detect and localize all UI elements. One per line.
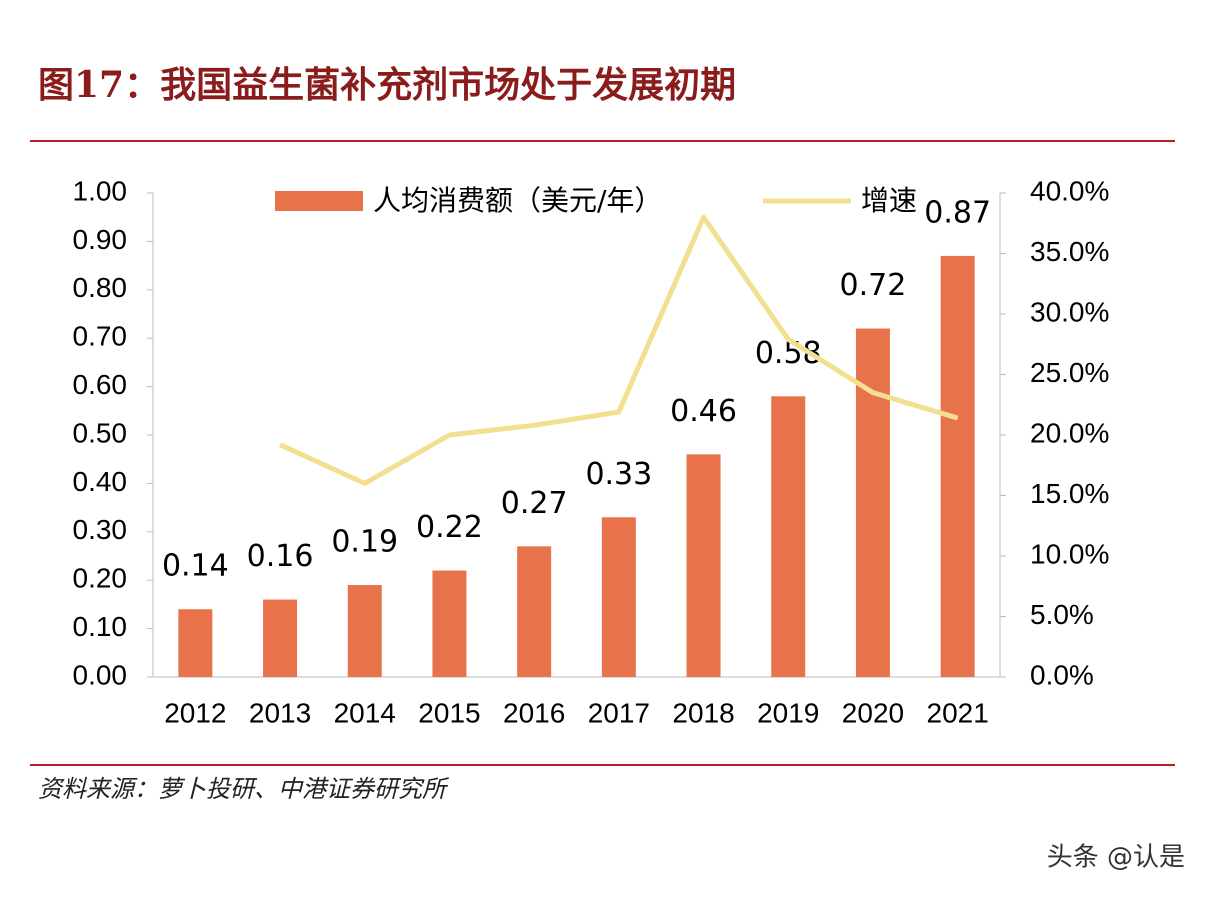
y-tick-label: 1.00 xyxy=(73,175,128,206)
x-tick-label: 2012 xyxy=(164,697,226,728)
value-label: 0.14 xyxy=(162,549,229,584)
bar xyxy=(347,585,382,677)
y-tick-label: 0.30 xyxy=(73,514,128,545)
x-tick-label: 2020 xyxy=(842,697,904,728)
y2-tick-label: 5.0% xyxy=(1030,599,1094,630)
legend-swatch xyxy=(275,191,363,211)
value-label: 0.46 xyxy=(670,394,737,429)
bar xyxy=(686,454,721,677)
x-tick-label: 2015 xyxy=(418,697,480,728)
x-tick-label: 2016 xyxy=(503,697,565,728)
watermark: 头条 @认是 xyxy=(1047,843,1185,873)
y-tick-label: 0.60 xyxy=(73,369,128,400)
value-label: 0.22 xyxy=(416,510,483,545)
source: 资料来源：萝卜投研、中港证券研究所 xyxy=(38,775,450,803)
y2-tick-label: 20.0% xyxy=(1030,417,1109,448)
y-tick-label: 0.90 xyxy=(73,224,128,255)
bar xyxy=(432,570,467,677)
value-label: 0.87 xyxy=(924,195,991,230)
x-tick-label: 2013 xyxy=(249,697,311,728)
title: 图17：我国益生菌补充剂市场处于发展初期 xyxy=(38,64,736,106)
legend-label: 人均消费额（美元/年） xyxy=(373,184,662,217)
value-label: 0.72 xyxy=(840,268,907,303)
value-label: 0.27 xyxy=(501,486,568,521)
y2-tick-label: 0.0% xyxy=(1030,659,1094,690)
y-tick-label: 0.20 xyxy=(73,563,128,594)
bar xyxy=(940,255,975,678)
y-tick-label: 0.40 xyxy=(73,466,128,497)
y-tick-label: 0.80 xyxy=(73,272,128,303)
x-tick-label: 2017 xyxy=(588,697,650,728)
value-label: 0.16 xyxy=(247,539,314,574)
y2-tick-label: 35.0% xyxy=(1030,236,1109,267)
y2-tick-label: 40.0% xyxy=(1030,175,1109,206)
x-tick-label: 2021 xyxy=(927,697,989,728)
y-tick-label: 0.70 xyxy=(73,321,128,352)
value-label: 0.33 xyxy=(585,457,652,492)
bar xyxy=(517,546,552,677)
bar xyxy=(601,517,636,677)
y2-tick-label: 25.0% xyxy=(1030,357,1109,388)
y2-tick-label: 15.0% xyxy=(1030,478,1109,509)
bar xyxy=(178,609,213,677)
line xyxy=(279,214,959,486)
x-tick-label: 2014 xyxy=(334,697,396,728)
bar xyxy=(855,328,890,677)
y-tick-label: 0.10 xyxy=(73,611,128,642)
y2-tick-label: 30.0% xyxy=(1030,296,1109,327)
x-tick-label: 2019 xyxy=(757,697,819,728)
legend-label: 增速 xyxy=(861,184,917,217)
y-tick-label: 0.00 xyxy=(73,659,128,690)
y2-tick-label: 10.0% xyxy=(1030,538,1109,569)
x-tick-label: 2018 xyxy=(672,697,734,728)
y-tick-label: 0.50 xyxy=(73,417,128,448)
bar xyxy=(771,396,806,677)
bar xyxy=(263,599,298,677)
value-label: 0.19 xyxy=(331,525,398,560)
